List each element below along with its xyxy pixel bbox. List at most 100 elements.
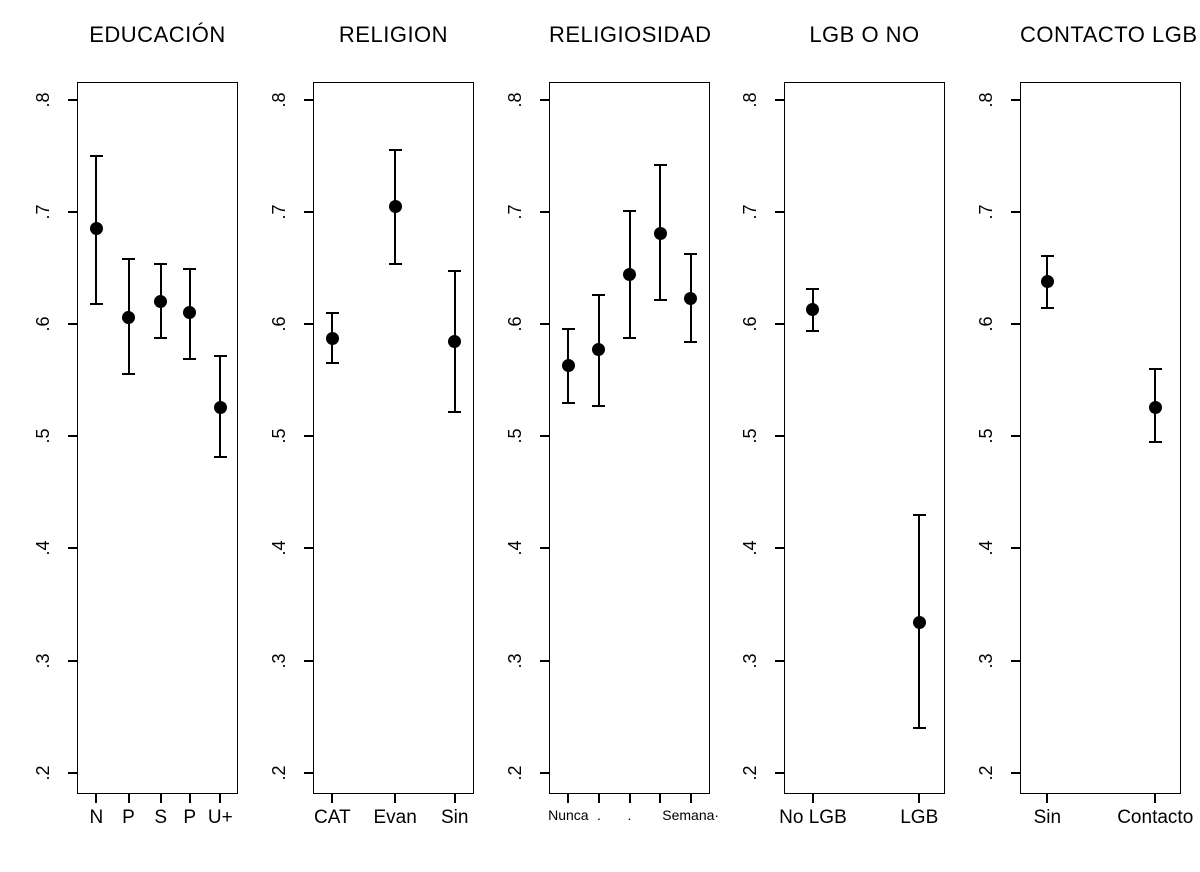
y-axis-tick <box>304 211 313 214</box>
x-axis-tick <box>127 794 130 803</box>
ci-lower-cap <box>653 298 667 301</box>
ci-lower-cap <box>122 372 136 375</box>
x-axis-category-label: Sin <box>440 807 469 828</box>
y-axis-tick <box>1011 323 1020 326</box>
y-axis-tick-label: .7 <box>33 204 53 220</box>
y-axis-tick <box>68 323 77 326</box>
y-axis-tick-label: .5 <box>976 428 996 444</box>
point-estimate-marker <box>325 332 339 346</box>
y-axis-tick-label: .6 <box>740 316 760 332</box>
y-axis-tick-label: .7 <box>740 204 760 220</box>
x-axis-category-label: U+ <box>207 807 233 828</box>
y-axis-tick <box>540 659 549 662</box>
y-axis-tick <box>304 547 313 550</box>
y-axis-tick-label: .6 <box>505 316 525 332</box>
point-estimate-marker <box>1040 275 1054 289</box>
ci-upper-cap <box>592 294 606 297</box>
ci-upper-cap <box>448 270 462 273</box>
ci-upper-cap <box>154 262 168 265</box>
y-axis-tick <box>1011 98 1020 101</box>
point-estimate-marker <box>806 303 820 317</box>
ci-upper-cap <box>89 155 103 157</box>
x-axis-tick <box>188 794 191 803</box>
y-axis-tick-label: .8 <box>33 92 53 108</box>
x-axis-category-label: Nunca <box>548 807 589 823</box>
ci-upper-cap <box>183 268 197 271</box>
y-axis-tick-label: .4 <box>505 540 525 556</box>
y-axis-tick-label: .7 <box>505 204 525 220</box>
y-axis-tick <box>68 435 77 438</box>
ci-upper-cap <box>806 288 820 291</box>
y-axis-tick <box>304 323 313 326</box>
y-axis-tick-label: .8 <box>740 92 760 108</box>
y-axis-tick-label: .5 <box>505 428 525 444</box>
y-axis-tick-label: .5 <box>740 428 760 444</box>
point-estimate-marker <box>684 291 698 305</box>
ci-upper-cap <box>623 209 636 212</box>
y-axis-tick-label: .2 <box>505 765 525 781</box>
panel-title-contacto-lgb: CONTACTO LGB <box>1020 22 1198 47</box>
y-axis-tick <box>540 323 549 326</box>
ci-lower-cap <box>561 401 575 404</box>
y-axis-tick-label: .5 <box>33 428 53 444</box>
ci-upper-cap <box>684 252 698 255</box>
plot-box-lgb-o-no <box>784 82 945 794</box>
y-axis-tick <box>775 435 784 438</box>
x-axis-tick <box>219 794 222 803</box>
ci-lower-cap <box>684 341 698 344</box>
y-axis-tick-label: .6 <box>269 316 289 332</box>
point-estimate-marker <box>388 199 402 213</box>
y-axis-tick-label: .4 <box>269 540 289 556</box>
y-axis-tick-label: .3 <box>976 653 996 669</box>
y-axis-tick <box>68 659 77 662</box>
x-axis-category-label: . <box>627 807 632 823</box>
x-axis-tick <box>689 794 692 803</box>
y-axis-tick <box>1011 659 1020 662</box>
ci-lower-cap <box>912 726 926 729</box>
y-axis-tick <box>68 211 77 214</box>
x-axis-category-label: P <box>183 807 197 828</box>
ci-lower-cap <box>388 262 402 265</box>
y-axis-tick-label: .3 <box>269 653 289 669</box>
ci-lower-cap <box>1040 307 1054 310</box>
x-axis-category-label: CAT <box>314 807 351 828</box>
ci-upper-cap <box>388 149 402 152</box>
ci-lower-cap <box>806 329 820 332</box>
y-axis-tick <box>304 771 313 774</box>
point-estimate-marker <box>89 222 103 236</box>
ci-lower-cap <box>592 405 606 408</box>
y-axis-tick <box>775 323 784 326</box>
y-axis-tick-label: .4 <box>33 540 53 556</box>
point-estimate-marker <box>154 295 168 309</box>
point-estimate-marker <box>213 400 227 414</box>
x-axis-tick <box>628 794 631 803</box>
point-estimate-marker <box>561 359 575 373</box>
y-axis-tick <box>1011 771 1020 774</box>
panel-title-religion: RELIGION <box>338 22 449 47</box>
y-axis-tick <box>1011 547 1020 550</box>
ci-upper-cap <box>653 163 667 166</box>
ci-upper-cap <box>1040 254 1054 257</box>
y-axis-tick-label: .2 <box>33 765 53 781</box>
x-axis-tick <box>95 794 98 803</box>
x-axis-category-label: LGB <box>900 807 939 828</box>
ci-lower-cap <box>183 357 197 360</box>
y-axis-tick <box>68 98 77 101</box>
y-axis-tick <box>775 211 784 214</box>
x-axis-category-label: Semana· <box>662 807 720 823</box>
y-axis-tick-label: .2 <box>976 765 996 781</box>
ci-upper-cap <box>122 258 136 261</box>
y-axis-tick <box>68 547 77 550</box>
y-axis-tick <box>775 771 784 774</box>
ci-lower-cap <box>623 336 636 339</box>
point-estimate-marker <box>653 226 667 240</box>
ci-upper-cap <box>561 327 575 330</box>
x-axis-tick <box>659 794 662 803</box>
x-axis-tick <box>597 794 600 803</box>
y-axis-tick <box>775 547 784 550</box>
y-axis-tick-label: .2 <box>269 765 289 781</box>
y-axis-tick <box>540 98 549 101</box>
point-estimate-marker <box>623 268 636 282</box>
y-axis-tick-label: .3 <box>740 653 760 669</box>
